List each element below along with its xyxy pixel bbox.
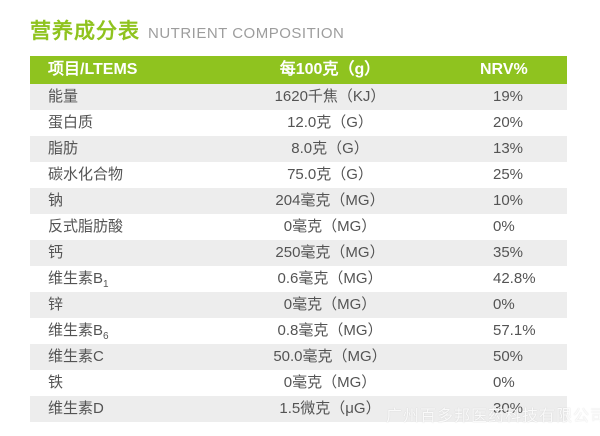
page-title-zh: 营养成分表: [30, 20, 140, 43]
cell-item: 蛋白质: [30, 110, 210, 136]
item-label: 铁: [48, 374, 64, 391]
item-label: 维生素C: [48, 348, 104, 365]
cell-nrv: 0%: [493, 296, 515, 313]
cell-nrv: 25%: [493, 166, 524, 183]
table-row: 蛋白质 12.0克（G） 20%: [30, 110, 567, 136]
item-label: 维生素B: [48, 322, 104, 339]
item-subscript: 1: [103, 279, 109, 290]
header-cell-nrv: NRV%: [480, 61, 528, 78]
cell-item: 脂肪: [30, 136, 210, 162]
cell-item: 能量: [30, 84, 210, 110]
table-row: 能量 1620千焦（KJ） 19%: [30, 84, 567, 110]
cell-per100g: 75.0克（G）: [287, 166, 373, 183]
cell-item: 维生素C: [30, 344, 210, 370]
item-label: 能量: [48, 88, 79, 105]
item-label: 维生素D: [48, 400, 104, 417]
cell-per100g: 1.5微克（μG）: [279, 400, 381, 417]
cell-item: 碳水化合物: [30, 162, 210, 188]
table-row: 钠 204毫克（MG） 10%: [30, 188, 567, 214]
item-label: 钙: [48, 244, 64, 261]
item-subscript: 6: [103, 331, 109, 342]
cell-per100g: 12.0克（G）: [287, 114, 373, 131]
cell-nrv: 10%: [493, 192, 524, 209]
item-label: 钠: [48, 192, 64, 209]
cell-item: 锌: [30, 292, 210, 318]
cell-nrv: 42.8%: [493, 270, 536, 287]
cell-per100g: 1620千焦（KJ）: [274, 88, 386, 105]
cell-per100g: 0毫克（MG）: [283, 218, 377, 235]
item-label: 碳水化合物: [48, 166, 124, 183]
header-cell-per100g: 每100克（g）: [279, 61, 381, 78]
item-label: 维生素B: [48, 270, 104, 287]
table-row: 维生素D 1.5微克（μG） 30%: [30, 396, 567, 422]
cell-item: 维生素B6: [30, 318, 210, 344]
cell-item: 反式脂肪酸: [30, 214, 210, 240]
cell-per100g: 50.0毫克（MG）: [273, 348, 387, 365]
table-row: 维生素B1 0.6毫克（MG） 42.8%: [30, 266, 567, 292]
cell-item: 钠: [30, 188, 210, 214]
nutrient-table: 项目/LTEMS 每100克（g） NRV% 能量 1620千焦（KJ） 19%…: [30, 56, 567, 422]
header-cell-item: 项目/LTEMS: [48, 61, 138, 78]
cell-item: 铁: [30, 370, 210, 396]
cell-per100g: 0毫克（MG）: [283, 296, 377, 313]
table-row: 脂肪 8.0克（G） 13%: [30, 136, 567, 162]
cell-per100g: 0.6毫克（MG）: [277, 270, 383, 287]
cell-nrv: 35%: [493, 244, 524, 261]
cell-item: 维生素B1: [30, 266, 210, 292]
cell-per100g: 0毫克（MG）: [283, 374, 377, 391]
table-body: 能量 1620千焦（KJ） 19% 蛋白质 12.0克（G） 20% 脂肪 8.…: [30, 84, 567, 422]
item-label: 锌: [48, 296, 64, 313]
cell-nrv: 0%: [493, 374, 515, 391]
table-row: 维生素B6 0.8毫克（MG） 57.1%: [30, 318, 567, 344]
cell-nrv: 30%: [493, 400, 524, 417]
cell-item: 钙: [30, 240, 210, 266]
item-label: 脂肪: [48, 140, 79, 157]
item-label: 反式脂肪酸: [48, 218, 124, 235]
cell-nrv: 57.1%: [493, 322, 536, 339]
table-row: 维生素C 50.0毫克（MG） 50%: [30, 344, 567, 370]
table-row: 锌 0毫克（MG） 0%: [30, 292, 567, 318]
item-label: 蛋白质: [48, 114, 94, 131]
page-title-en: NUTRIENT COMPOSITION: [148, 25, 345, 42]
cell-nrv: 13%: [493, 140, 524, 157]
cell-item: 维生素D: [30, 396, 210, 422]
cell-nrv: 19%: [493, 88, 524, 105]
table-row: 反式脂肪酸 0毫克（MG） 0%: [30, 214, 567, 240]
cell-nrv: 50%: [493, 348, 524, 365]
cell-per100g: 8.0克（G）: [291, 140, 369, 157]
table-row: 钙 250毫克（MG） 35%: [30, 240, 567, 266]
cell-per100g: 204毫克（MG）: [275, 192, 385, 209]
table-row: 碳水化合物 75.0克（G） 25%: [30, 162, 567, 188]
table-header-row: 项目/LTEMS 每100克（g） NRV%: [30, 56, 567, 84]
cell-per100g: 250毫克（MG）: [275, 244, 385, 261]
cell-per100g: 0.8毫克（MG）: [277, 322, 383, 339]
cell-nrv: 0%: [493, 218, 515, 235]
cell-nrv: 20%: [493, 114, 524, 131]
page-title: 营养成分表 NUTRIENT COMPOSITION: [30, 15, 344, 45]
table-row: 铁 0毫克（MG） 0%: [30, 370, 567, 396]
